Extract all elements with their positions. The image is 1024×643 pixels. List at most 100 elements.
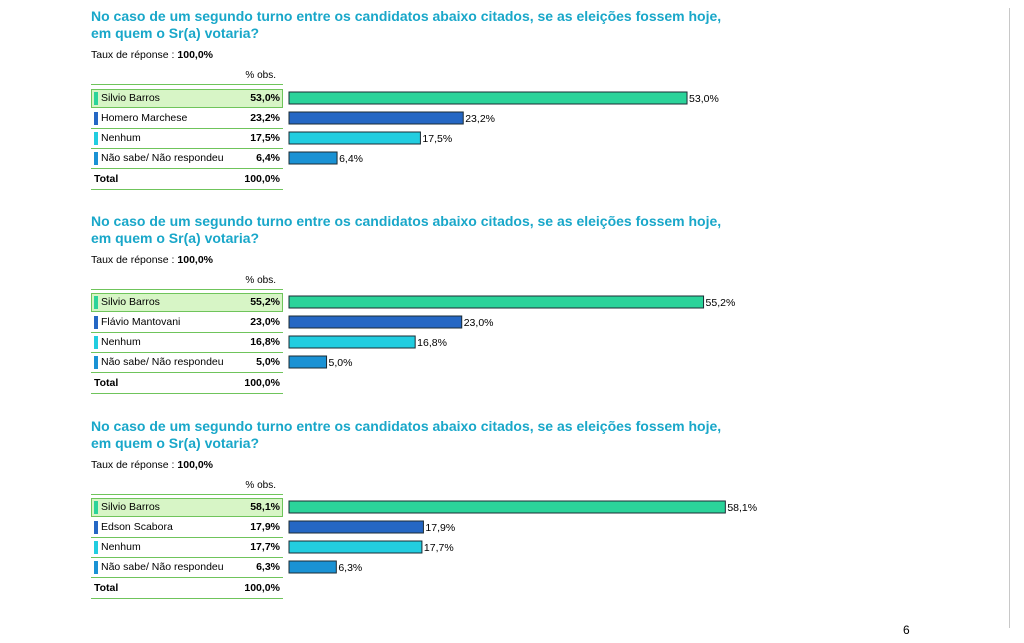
category-label: Silvio Barros: [101, 92, 160, 104]
response-rate-label: Taux de réponse :: [91, 459, 178, 471]
table-row: Não sabe/ Não respondeu 6,4%: [91, 149, 991, 169]
header-divider: [91, 84, 283, 85]
percent-value: 23,0%: [250, 316, 280, 328]
category-label: Silvio Barros: [101, 296, 160, 308]
page-border-line: [1009, 8, 1010, 628]
table-row: Silvio Barros 53,0%: [91, 89, 991, 109]
total-divider: [91, 598, 283, 599]
table-row: Não sabe/ Não respondeu 6,3%: [91, 558, 991, 578]
bar-value-label: 55,2%: [706, 297, 736, 309]
category-label: Não sabe/ Não respondeu: [101, 561, 224, 573]
percent-value: 55,2%: [250, 296, 280, 308]
category-label: Nenhum: [101, 132, 141, 144]
bar: [288, 131, 421, 145]
chart-title: No caso de um segundo turno entre os can…: [91, 8, 722, 41]
row-divider: [91, 352, 283, 353]
row-background: [91, 498, 283, 517]
total-row: Total 100,0%: [91, 169, 283, 190]
table-row: Flávio Mantovani 23,0%: [91, 313, 991, 333]
total-row: Total 100,0%: [91, 578, 283, 599]
bar: [288, 520, 424, 534]
bar: [288, 500, 726, 514]
percent-value: 17,9%: [250, 521, 280, 533]
response-rate-value: 100,0%: [177, 49, 214, 61]
row-divider: [91, 148, 283, 149]
response-rate-value: 100,0%: [177, 254, 214, 266]
chart-title: No caso de um segundo turno entre os can…: [91, 213, 722, 246]
table-row: Nenhum 17,5%: [91, 129, 991, 149]
table-row: Não sabe/ Não respondeu 5,0%: [91, 353, 991, 373]
row-divider: [91, 557, 283, 558]
bar: [288, 335, 416, 349]
bar-value-label: 6,4%: [339, 153, 363, 165]
percent-value: 53,0%: [250, 92, 280, 104]
total-row: Total 100,0%: [91, 373, 283, 394]
bar-chart: 55,2% 23,0% 16,8% 5,0%: [288, 295, 736, 369]
row-background: [91, 89, 283, 108]
series-swatch: [94, 336, 98, 349]
total-divider: [91, 393, 283, 394]
series-swatch: [94, 152, 98, 165]
bar-value-label: 17,7%: [424, 542, 454, 554]
category-label: Não sabe/ Não respondeu: [101, 356, 224, 368]
bar: [288, 355, 328, 369]
series-swatch: [94, 541, 98, 554]
response-rate-label: Taux de réponse :: [91, 49, 178, 61]
category-label: Homero Marchese: [101, 112, 188, 124]
total-label: Total: [94, 377, 119, 389]
series-swatch: [94, 132, 98, 145]
series-swatch: [94, 356, 98, 369]
bar: [288, 560, 337, 574]
bar: [288, 540, 423, 554]
response-rate: Taux de réponse : 100,0%: [91, 49, 213, 61]
percent-value: 16,8%: [250, 336, 280, 348]
bar-value-label: 23,0%: [464, 317, 494, 329]
row-background: [91, 293, 283, 312]
series-swatch: [94, 561, 98, 574]
percent-value: 6,3%: [256, 561, 280, 573]
total-label: Total: [94, 173, 119, 185]
category-label: Silvio Barros: [101, 501, 160, 513]
row-divider: [91, 537, 283, 538]
bar-value-label: 17,5%: [422, 133, 452, 145]
category-label: Não sabe/ Não respondeu: [101, 152, 224, 164]
response-rate-label: Taux de réponse :: [91, 254, 178, 266]
response-rate: Taux de réponse : 100,0%: [91, 254, 213, 266]
table-row: Nenhum 17,7%: [91, 538, 991, 558]
table-row: Silvio Barros 58,1%: [91, 498, 991, 518]
percent-value: 58,1%: [250, 501, 280, 513]
category-label: Edson Scabora: [101, 521, 173, 533]
response-rate-value: 100,0%: [177, 459, 214, 471]
percent-value: 17,7%: [250, 541, 280, 553]
bar-value-label: 53,0%: [689, 93, 719, 105]
row-divider: [91, 577, 283, 578]
table-row: Silvio Barros 55,2%: [91, 293, 991, 313]
series-swatch: [94, 501, 98, 514]
bar-value-label: 17,9%: [425, 522, 455, 534]
total-label: Total: [94, 582, 119, 594]
category-label: Nenhum: [101, 336, 141, 348]
series-swatch: [94, 316, 98, 329]
row-divider: [91, 168, 283, 169]
bar-value-label: 6,3%: [338, 562, 362, 574]
column-header: % obs.: [245, 275, 276, 286]
row-divider: [91, 372, 283, 373]
row-divider: [91, 332, 283, 333]
table-row: Homero Marchese 23,2%: [91, 109, 991, 129]
series-swatch: [94, 521, 98, 534]
percent-value: 23,2%: [250, 112, 280, 124]
percent-value: 17,5%: [250, 132, 280, 144]
bar: [288, 315, 463, 329]
percent-value: 6,4%: [256, 152, 280, 164]
bar: [288, 295, 705, 309]
bar-chart: 58,1% 17,9% 17,7% 6,3%: [288, 500, 757, 574]
row-divider: [91, 128, 283, 129]
series-swatch: [94, 112, 98, 125]
bar-chart: 53,0% 23,2% 17,5% 6,4%: [288, 91, 719, 165]
percent-value: 5,0%: [256, 356, 280, 368]
total-value: 100,0%: [244, 377, 280, 389]
bar-value-label: 58,1%: [727, 502, 757, 514]
table-row: Edson Scabora 17,9%: [91, 518, 991, 538]
column-header: % obs.: [245, 480, 276, 491]
bar: [288, 111, 464, 125]
